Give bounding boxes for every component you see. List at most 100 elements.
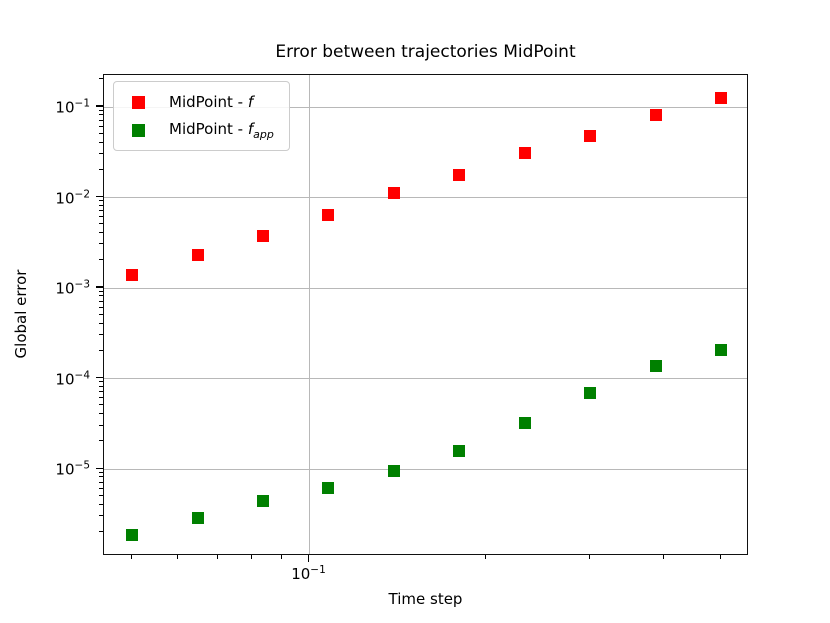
legend-item: MidPoint - fapp: [123, 116, 274, 144]
legend-label: MidPoint - fapp: [169, 119, 274, 141]
tick-mark: [99, 204, 103, 206]
tick-mark: [99, 306, 103, 308]
scatter-point: [387, 465, 400, 478]
tick-mark: [99, 391, 103, 393]
tick-mark: [99, 141, 103, 143]
tick-mark: [307, 555, 310, 562]
gridline-horizontal: [104, 378, 747, 380]
tick-mark: [99, 200, 103, 202]
tick-mark: [177, 555, 179, 559]
scatter-point: [322, 209, 335, 222]
tick-mark: [96, 105, 103, 107]
scatter-point: [453, 169, 466, 182]
legend-item: MidPoint - f: [123, 88, 274, 116]
tick-mark: [99, 481, 103, 483]
tick-mark: [99, 223, 103, 225]
tick-mark: [99, 210, 103, 212]
tick-mark: [99, 232, 103, 234]
scatter-point: [257, 229, 270, 242]
gridline-horizontal: [104, 197, 747, 199]
tick-mark: [485, 555, 487, 559]
tick-mark: [99, 413, 103, 415]
scatter-point: [126, 268, 139, 281]
scatter-point: [518, 147, 531, 160]
scatter-point: [191, 511, 204, 524]
tick-mark: [96, 286, 103, 288]
gridline-horizontal: [104, 106, 747, 108]
gridline-horizontal: [104, 468, 747, 470]
scatter-point: [453, 444, 466, 457]
scatter-point: [126, 528, 139, 541]
tick-mark: [99, 290, 103, 292]
tick-mark: [216, 555, 218, 559]
tick-mark: [662, 555, 664, 559]
tick-mark: [99, 397, 103, 399]
tick-mark: [96, 195, 103, 198]
tick-mark: [99, 322, 103, 324]
tick-mark: [99, 476, 103, 478]
tick-mark: [99, 381, 103, 383]
tick-mark: [96, 376, 103, 379]
scatter-point: [518, 417, 531, 430]
scatter-point: [649, 360, 662, 373]
tick-mark: [99, 132, 103, 134]
tick-mark: [99, 78, 103, 80]
scatter-point: [257, 495, 270, 508]
tick-mark: [99, 503, 103, 505]
tick-mark: [96, 467, 103, 469]
chart-title: Error between trajectories MidPoint: [275, 42, 576, 62]
scatter-point: [584, 129, 597, 142]
gridline-vertical: [308, 75, 311, 554]
tick-mark: [99, 313, 103, 315]
tick-mark: [99, 424, 103, 426]
y-tick-label: 10−5: [55, 459, 90, 479]
legend-label: MidPoint - f: [169, 93, 254, 111]
scatter-point: [715, 344, 728, 357]
tick-mark: [99, 109, 103, 111]
tick-mark: [99, 300, 103, 302]
tick-mark: [250, 555, 252, 559]
scatter-point: [387, 187, 400, 200]
y-tick-label: 10−1: [55, 97, 90, 117]
tick-mark: [130, 555, 132, 559]
y-tick-label: 10−2: [55, 188, 90, 208]
legend-marker-icon: [132, 123, 145, 137]
tick-mark: [99, 349, 103, 351]
tick-mark: [99, 515, 103, 517]
tick-mark: [99, 471, 103, 473]
x-tick-label: 10−1: [291, 564, 326, 583]
legend-marker-icon: [132, 95, 145, 109]
tick-mark: [99, 259, 103, 261]
tick-mark: [99, 333, 103, 335]
tick-mark: [99, 119, 103, 121]
y-tick-label: 10−3: [55, 278, 90, 298]
scatter-point: [715, 91, 728, 104]
legend: MidPoint - f MidPoint - fapp: [113, 81, 290, 151]
plot-area: MidPoint - f MidPoint - fapp: [103, 74, 748, 555]
gridline-horizontal: [104, 287, 747, 289]
y-axis-label: Global error: [12, 269, 30, 359]
scatter-point: [649, 108, 662, 121]
x-axis-label: Time step: [388, 590, 463, 608]
tick-mark: [99, 494, 103, 496]
tick-mark: [719, 555, 721, 559]
tick-mark: [99, 243, 103, 245]
tick-mark: [99, 487, 103, 489]
scatter-point: [584, 387, 597, 400]
tick-mark: [99, 440, 103, 442]
tick-mark: [99, 114, 103, 116]
y-tick-label: 10−4: [55, 369, 90, 389]
tick-mark: [99, 125, 103, 127]
scatter-point: [322, 482, 335, 494]
scatter-point: [191, 249, 204, 262]
tick-mark: [99, 385, 103, 387]
tick-mark: [99, 152, 103, 154]
tick-mark: [589, 555, 591, 559]
tick-mark: [99, 168, 103, 170]
tick-mark: [99, 216, 103, 218]
tick-mark: [99, 404, 103, 406]
tick-mark: [281, 555, 283, 559]
tick-mark: [99, 295, 103, 297]
tick-mark: [99, 530, 103, 532]
